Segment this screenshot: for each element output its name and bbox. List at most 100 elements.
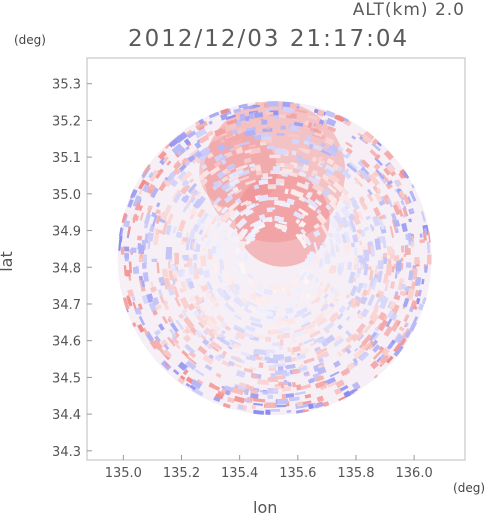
echo-cell bbox=[307, 199, 319, 209]
echo-cell bbox=[385, 316, 394, 328]
echo-cell bbox=[183, 254, 189, 261]
echo-cell bbox=[245, 179, 256, 186]
echo-cell bbox=[277, 365, 284, 372]
echo-cell bbox=[400, 245, 405, 253]
echo-cell bbox=[305, 191, 313, 200]
echo-cell bbox=[299, 363, 304, 369]
echo-cell bbox=[368, 173, 380, 187]
y-tick-label: 35.0 bbox=[52, 188, 81, 203]
echo-cell bbox=[313, 127, 320, 133]
echo-cell bbox=[280, 360, 285, 363]
echo-cell bbox=[264, 356, 270, 361]
echo-cell bbox=[170, 179, 179, 188]
echo-cell bbox=[227, 201, 240, 212]
echo-cell bbox=[173, 341, 181, 350]
echo-cell bbox=[175, 131, 188, 144]
echo-cell bbox=[215, 251, 222, 257]
echo-cell bbox=[414, 256, 420, 265]
echo-cell bbox=[166, 160, 172, 166]
echo-cell bbox=[216, 314, 225, 323]
echo-cell bbox=[172, 368, 180, 376]
echo-cell bbox=[333, 360, 341, 368]
echo-cell bbox=[228, 209, 241, 221]
echo-cell bbox=[142, 184, 150, 193]
echo-cell bbox=[393, 255, 400, 262]
echo-cell bbox=[360, 308, 370, 318]
y-tick-label: 34.6 bbox=[52, 335, 81, 350]
echo-cell bbox=[329, 238, 335, 251]
echo-cell bbox=[300, 321, 311, 328]
echo-cell bbox=[265, 349, 275, 354]
echo-cell bbox=[214, 153, 225, 163]
echo-cell bbox=[260, 118, 264, 121]
echo-cell bbox=[369, 149, 379, 159]
echo-cell bbox=[380, 347, 390, 357]
echo-cell bbox=[338, 384, 349, 393]
echo-cell bbox=[361, 132, 374, 144]
echo-cell bbox=[367, 188, 373, 196]
echo-cell bbox=[419, 239, 426, 244]
echo-cell bbox=[316, 395, 325, 403]
echo-cell bbox=[179, 183, 191, 195]
echo-cell bbox=[244, 281, 251, 288]
echo-cell bbox=[367, 294, 376, 307]
echo-cell bbox=[309, 330, 321, 339]
echo-cell bbox=[287, 133, 300, 139]
echo-cell bbox=[334, 211, 343, 221]
echo-cell bbox=[320, 162, 325, 167]
echo-cell bbox=[229, 146, 239, 152]
echo-cell bbox=[239, 117, 246, 122]
echo-cell bbox=[334, 387, 342, 396]
echo-cell bbox=[324, 164, 336, 175]
echo-cell bbox=[189, 196, 197, 204]
echo-cell bbox=[359, 196, 366, 203]
echo-cell bbox=[280, 333, 291, 339]
echo-cell bbox=[236, 129, 243, 135]
echo-cell bbox=[296, 181, 309, 190]
echo-cell bbox=[216, 336, 225, 343]
echo-cell bbox=[332, 181, 345, 193]
echo-cell bbox=[405, 262, 412, 268]
echo-cell bbox=[137, 303, 143, 311]
echo-cell bbox=[373, 297, 381, 310]
echo-cell bbox=[292, 369, 301, 375]
echo-cell bbox=[326, 125, 337, 133]
echo-cell bbox=[250, 332, 262, 340]
echo-cell bbox=[181, 157, 188, 164]
echo-cell bbox=[410, 208, 414, 213]
echo-cell bbox=[235, 331, 246, 340]
echo-cell bbox=[373, 374, 380, 380]
echo-cell bbox=[375, 168, 385, 180]
echo-cell bbox=[410, 281, 416, 290]
echo-cell bbox=[185, 325, 194, 335]
echo-cell bbox=[186, 237, 192, 245]
echo-cell bbox=[193, 294, 203, 305]
echo-cell bbox=[345, 147, 353, 155]
echo-cell bbox=[417, 289, 422, 297]
radar-heatmap bbox=[117, 101, 432, 416]
echo-cell bbox=[235, 164, 248, 171]
echo-cell bbox=[244, 324, 256, 332]
echo-cell bbox=[305, 135, 311, 142]
echo-cell bbox=[313, 242, 319, 253]
echo-cell bbox=[173, 161, 182, 171]
echo-cell bbox=[224, 194, 234, 204]
echo-cell bbox=[346, 304, 352, 311]
echo-cell bbox=[221, 359, 232, 368]
echo-cell bbox=[211, 341, 223, 351]
echo-cell bbox=[295, 384, 302, 391]
echo-cell bbox=[389, 281, 396, 289]
echo-cell bbox=[391, 219, 398, 231]
echo-cell bbox=[167, 315, 174, 323]
echo-cell bbox=[198, 118, 205, 125]
echo-cell bbox=[215, 372, 222, 379]
echo-cell bbox=[155, 215, 161, 224]
echo-cell bbox=[322, 303, 327, 307]
echo-cell bbox=[316, 208, 322, 215]
echo-cell bbox=[412, 305, 418, 310]
echo-cell bbox=[153, 169, 163, 179]
echo-cell bbox=[243, 367, 254, 374]
echo-cell bbox=[183, 138, 191, 146]
echo-cell bbox=[369, 224, 375, 232]
echo-cell bbox=[298, 342, 304, 347]
